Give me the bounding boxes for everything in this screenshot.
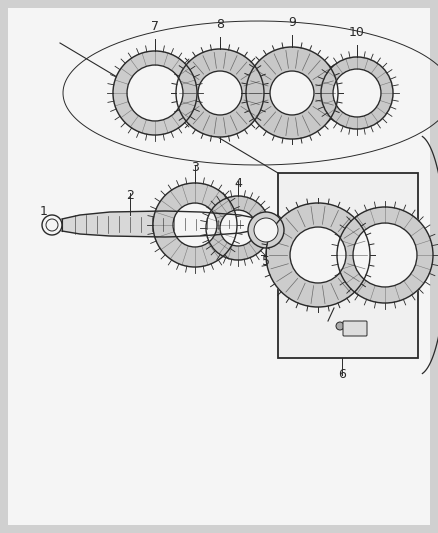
Polygon shape <box>220 210 256 246</box>
Text: 5: 5 <box>262 255 270 268</box>
Text: 9: 9 <box>288 16 296 29</box>
Text: 2: 2 <box>126 189 134 202</box>
Circle shape <box>254 218 278 242</box>
Text: 8: 8 <box>216 18 224 31</box>
Text: 4: 4 <box>234 177 242 190</box>
Polygon shape <box>270 71 314 115</box>
Circle shape <box>336 322 344 330</box>
Polygon shape <box>337 207 433 303</box>
Text: 3: 3 <box>191 161 199 174</box>
Polygon shape <box>266 203 370 307</box>
Text: 6: 6 <box>338 368 346 381</box>
Polygon shape <box>198 71 242 115</box>
Polygon shape <box>246 47 338 139</box>
Polygon shape <box>206 196 270 260</box>
Polygon shape <box>62 211 270 237</box>
Polygon shape <box>333 69 381 117</box>
Polygon shape <box>290 227 346 283</box>
Polygon shape <box>113 51 197 135</box>
FancyBboxPatch shape <box>343 321 367 336</box>
Bar <box>278 173 418 358</box>
Polygon shape <box>176 49 264 137</box>
Circle shape <box>248 212 284 248</box>
Text: 7: 7 <box>151 20 159 33</box>
Polygon shape <box>353 223 417 287</box>
Text: 1: 1 <box>40 205 48 218</box>
Polygon shape <box>321 57 393 129</box>
Polygon shape <box>127 65 183 121</box>
Text: 10: 10 <box>349 26 365 39</box>
Polygon shape <box>173 203 217 247</box>
Polygon shape <box>153 183 237 267</box>
